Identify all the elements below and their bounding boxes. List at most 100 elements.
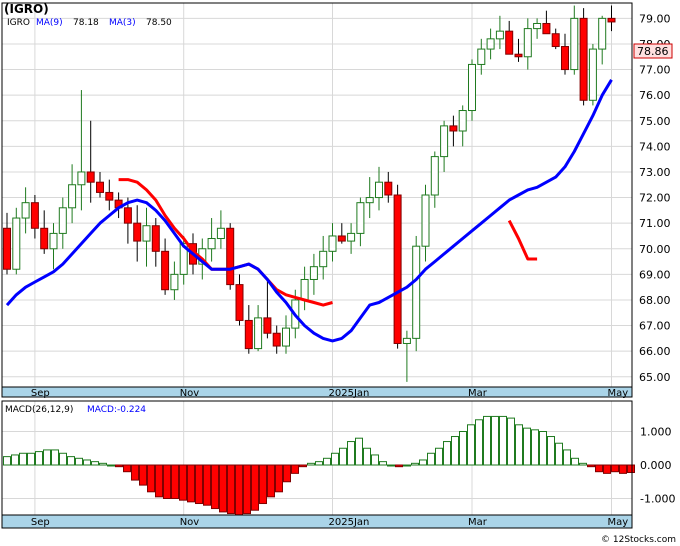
- candle-down: [123, 207, 132, 224]
- macd-bar-positive: [91, 461, 99, 466]
- candle-up: [430, 156, 439, 196]
- price-tick-label: 77.00: [639, 64, 671, 77]
- x-tick-label: 2025Jan: [329, 388, 370, 399]
- candle-up: [282, 327, 290, 347]
- macd-bar-positive: [67, 456, 75, 466]
- candle-down: [542, 22, 551, 35]
- candle-up: [570, 17, 579, 71]
- candle-up: [477, 48, 486, 65]
- price-tick-label: 75.00: [639, 115, 671, 128]
- macd-bar-negative: [395, 464, 403, 468]
- candle-down: [161, 250, 170, 291]
- macd-bar-positive: [571, 457, 579, 466]
- candle-up: [309, 266, 318, 280]
- candle-down: [3, 227, 11, 270]
- macd-bar-positive: [563, 449, 571, 466]
- macd-label: MACD(26,12,9): [5, 405, 73, 415]
- macd-bar-positive: [555, 442, 563, 466]
- macd-bar-positive: [315, 461, 323, 466]
- macd-bar-negative: [227, 464, 235, 515]
- macd-bar-positive: [35, 451, 43, 466]
- macd-bar-positive: [483, 415, 491, 466]
- candle-down: [272, 332, 281, 347]
- candle-up: [21, 202, 30, 219]
- candle-down: [579, 17, 588, 101]
- price-tick-label: 69.00: [639, 268, 671, 281]
- candle-down: [393, 194, 402, 344]
- macd-bar-positive: [523, 427, 531, 466]
- macd-bar-positive: [27, 452, 35, 466]
- macd-bar-negative: [243, 464, 251, 515]
- candle-up: [216, 227, 225, 240]
- ticker-title: (IGRO): [4, 2, 49, 16]
- macd-bar-positive: [99, 462, 107, 466]
- candle-up: [49, 232, 58, 250]
- candle-up: [319, 250, 328, 268]
- candle-up: [58, 207, 67, 234]
- macd-bar-negative: [619, 464, 627, 474]
- panel-frames: [1, 2, 633, 529]
- candle-down: [561, 46, 569, 71]
- macd-bar-negative: [611, 464, 619, 473]
- macd-bar-positive: [331, 452, 339, 466]
- candle-up: [412, 245, 421, 339]
- price-tick-label: 71.00: [639, 217, 671, 230]
- candle-up: [356, 202, 365, 234]
- macd-bar-positive: [579, 462, 587, 466]
- candles: [3, 5, 616, 382]
- price-tick-label: 68.00: [639, 294, 671, 307]
- candle-down: [384, 181, 393, 196]
- candle-down: [96, 181, 104, 193]
- macd-tick-label: -1.000: [640, 493, 675, 506]
- last-price-value: 78.86: [637, 45, 669, 58]
- macd-bar-positive: [83, 459, 91, 466]
- macd-bar-negative: [211, 464, 219, 510]
- macd-bar-negative: [131, 464, 139, 481]
- candle-down: [86, 171, 95, 183]
- candle-up: [365, 197, 374, 204]
- macd-bar-positive: [43, 449, 51, 466]
- macd-bar-positive: [443, 441, 451, 466]
- candle-up: [375, 181, 383, 199]
- x-tick-label: May: [608, 388, 629, 399]
- candle-up: [495, 30, 504, 40]
- macd-bar-negative: [259, 464, 267, 505]
- legend-ma9-value: 78.18: [73, 18, 99, 28]
- candle-up: [523, 28, 532, 58]
- macd-bar-positive: [323, 457, 331, 466]
- macd-bar-negative: [627, 464, 635, 474]
- candle-up: [254, 317, 263, 350]
- macd-bars: [3, 415, 635, 516]
- macd-bar-positive: [467, 424, 475, 466]
- price-date-band: [1, 386, 633, 398]
- macd-bar-negative: [587, 464, 595, 468]
- macd-bar-negative: [283, 464, 291, 483]
- macd-bar-negative: [179, 464, 187, 501]
- legend-ma3-value: 78.50: [146, 18, 172, 28]
- candle-up: [458, 110, 467, 132]
- candle-up: [402, 337, 411, 344]
- x-tick-label: Sep: [31, 388, 50, 399]
- macd-bar-negative: [275, 464, 283, 493]
- macd-bar-negative: [123, 464, 131, 473]
- price-tick-label: 66.00: [639, 345, 671, 358]
- price-tick-label: 72.00: [639, 192, 671, 205]
- candle-up: [328, 235, 337, 252]
- macd-bar-positive: [387, 464, 395, 467]
- candle-down: [105, 191, 114, 201]
- price-tick-label: 76.00: [639, 89, 671, 102]
- macd-bar-positive: [59, 452, 67, 466]
- macd-x-tick-label: May: [608, 517, 629, 528]
- macd-bar-positive: [11, 454, 19, 466]
- price-tick-label: 67.00: [639, 320, 671, 333]
- macd-bar-negative: [171, 464, 179, 499]
- macd-tick-label: 1.000: [640, 426, 672, 439]
- legend-ticker: IGRO: [7, 18, 30, 28]
- axis-labels: 65.00 66.00 67.00 68.00 69.00 70.00 71.00 72.00…: [31, 12, 676, 528]
- candle-up: [68, 184, 77, 209]
- macd-date-band: [1, 514, 633, 529]
- candle-down: [40, 227, 49, 250]
- macd-bar-negative: [235, 464, 243, 516]
